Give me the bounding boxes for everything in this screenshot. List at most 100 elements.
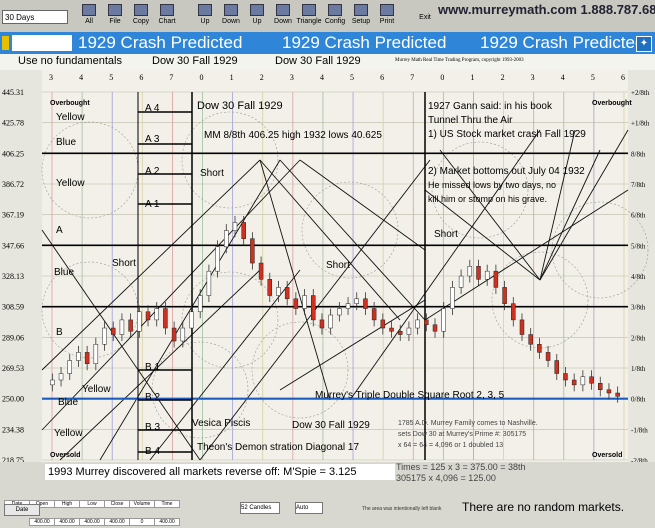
zone-yellow-1: Yellow — [56, 112, 85, 123]
gann-note-4: 2) Market bottoms out July 04 1932 — [428, 166, 585, 177]
chart-button[interactable]: Chart — [154, 2, 180, 30]
candle-body — [328, 314, 333, 329]
y-left-tick: 386.72 — [2, 180, 24, 189]
candle-body — [215, 246, 220, 272]
candle-body — [415, 319, 420, 329]
x-tick: 6 — [621, 73, 625, 82]
candle-body — [571, 379, 577, 386]
candle-body — [189, 311, 194, 329]
x-tick: 0 — [200, 73, 204, 82]
cell-high[interactable]: 400.00 — [54, 518, 80, 526]
candle-body — [284, 287, 290, 300]
up-button[interactable]: Up — [192, 2, 218, 30]
chart-dow-title: Dow 30 Fall 1929 — [197, 100, 283, 112]
x-tick: 1 — [470, 73, 474, 82]
banner-title-1: 1929 Crash Predicted — [78, 33, 243, 52]
candles-select[interactable]: 52 Candles — [240, 502, 280, 514]
exit-button[interactable]: Exit — [419, 14, 431, 21]
file-button[interactable]: File — [102, 2, 128, 30]
candle-body — [615, 392, 620, 397]
gann-note-1: 1927 Gann said: in his book — [428, 101, 553, 112]
subheader: Use no fundamentals Dow 30 Fall 1929 Dow… — [0, 54, 655, 70]
quote-table-header: DateOpenHighLowCloseVolumeTime — [4, 492, 274, 510]
copy-button[interactable]: Copy — [128, 2, 154, 30]
circle-overlay — [181, 111, 279, 209]
left-axis-labels: 445.31 425.78 406.25 386.72 367.19 347.66 328.… — [2, 88, 24, 465]
candle-body — [554, 360, 560, 374]
y-left-tick: 406.25 — [2, 149, 24, 158]
level-b3: B 3 — [145, 422, 160, 433]
cell-close[interactable]: 400.00 — [104, 518, 130, 526]
y-right-tick: 1/8th — [631, 365, 646, 373]
zone-yellow-2: Yellow — [56, 178, 85, 189]
config-button[interactable]: Config — [322, 2, 348, 30]
down-button-2[interactable]: Down — [270, 2, 296, 30]
overbought-left-label: Overbought — [50, 100, 90, 107]
up-arrow-icon — [198, 4, 212, 16]
fan-line — [41, 159, 301, 431]
down-arrow-icon — [276, 4, 290, 16]
candle-body — [598, 383, 603, 390]
precision-select[interactable]: Auto — [295, 502, 323, 514]
candle-body — [484, 270, 490, 280]
circle-overlay — [551, 201, 649, 299]
quote-table: DateOpenHighLowCloseVolumeTime .400.0040… — [4, 492, 274, 526]
level-a1: A 1 — [145, 199, 160, 210]
candle-body — [171, 327, 177, 342]
candle-body — [406, 327, 412, 335]
x-tick: 4 — [320, 73, 324, 82]
banner-settings-icon[interactable]: ✦ — [636, 36, 652, 52]
all-button[interactable]: All — [76, 2, 102, 30]
banner-title-3: 1929 Crash Predicted — [480, 33, 645, 52]
x-tick: 4 — [79, 73, 83, 82]
candle-body — [232, 222, 238, 231]
candle-body — [502, 287, 507, 304]
y-left-tick: 289.06 — [2, 333, 24, 342]
cell-low[interactable]: 400.00 — [79, 518, 105, 526]
candle-body — [311, 295, 316, 321]
y-left-tick: 347.66 — [2, 241, 24, 250]
candle-body — [467, 266, 473, 277]
banner-input[interactable] — [12, 35, 72, 51]
y-right-tick: 0/8th — [631, 396, 646, 404]
website-url: www.murreymath.com 1.888.787.6849 — [438, 2, 655, 17]
date-button[interactable]: Date — [4, 504, 40, 516]
right-axis-panel — [628, 70, 655, 462]
x-tick: 5 — [350, 73, 354, 82]
file-icon — [108, 4, 122, 16]
candle-body — [110, 327, 116, 335]
print-button[interactable]: Print — [374, 2, 400, 30]
copyright-text: Murrey Math Real Time Trading Program, c… — [395, 58, 524, 63]
x-tick: 2 — [260, 73, 264, 82]
circle-overlay — [251, 321, 349, 419]
candle-body — [476, 266, 481, 280]
x-tick: 3 — [531, 73, 535, 82]
fundamentals-note: Use no fundamentals — [18, 55, 122, 67]
down-button[interactable]: Down — [218, 2, 244, 30]
triangle-button[interactable]: Triangle — [296, 2, 322, 30]
up-button-2[interactable]: Up — [244, 2, 270, 30]
y-right-tick: 5/8th — [631, 242, 646, 250]
x-tick: 3 — [49, 73, 53, 82]
calc-line-1: Times = 125 x 3 = 375.00 = 38th — [396, 462, 526, 472]
price-chart[interactable]: 3 4 5 6 7 0 1 2 3 4 5 6 7 0 1 2 3 4 5 6 445.31 425.78 406.25 3… — [0, 70, 655, 465]
cell-volume[interactable]: 0 — [129, 518, 155, 526]
candle-body — [276, 287, 281, 296]
gann-note-2: Tunnel Thru the Air — [428, 115, 513, 126]
cell-time[interactable]: 400.00 — [154, 518, 180, 526]
candle-body — [493, 270, 499, 288]
down-arrow-icon — [224, 4, 238, 16]
setup-button[interactable]: Setup — [348, 2, 374, 30]
candle-body — [519, 319, 525, 335]
banner-title-2: 1929 Crash Predicted — [282, 33, 447, 52]
y-left-tick: 269.53 — [2, 364, 24, 373]
fan-line — [539, 149, 601, 281]
cell-open[interactable]: 400.00 — [29, 518, 55, 526]
candle-body — [432, 324, 438, 332]
y-right-tick: 7/8th — [631, 181, 646, 189]
zone-blue-2: Blue — [54, 267, 74, 278]
zone-b: B — [56, 327, 63, 338]
right-axis-labels: +2/8th +1/8th 8/8th 7/8th 6/8th 5/8th 4/8th 3/8… — [631, 89, 650, 465]
period-combo[interactable]: 30 Days — [2, 10, 68, 24]
